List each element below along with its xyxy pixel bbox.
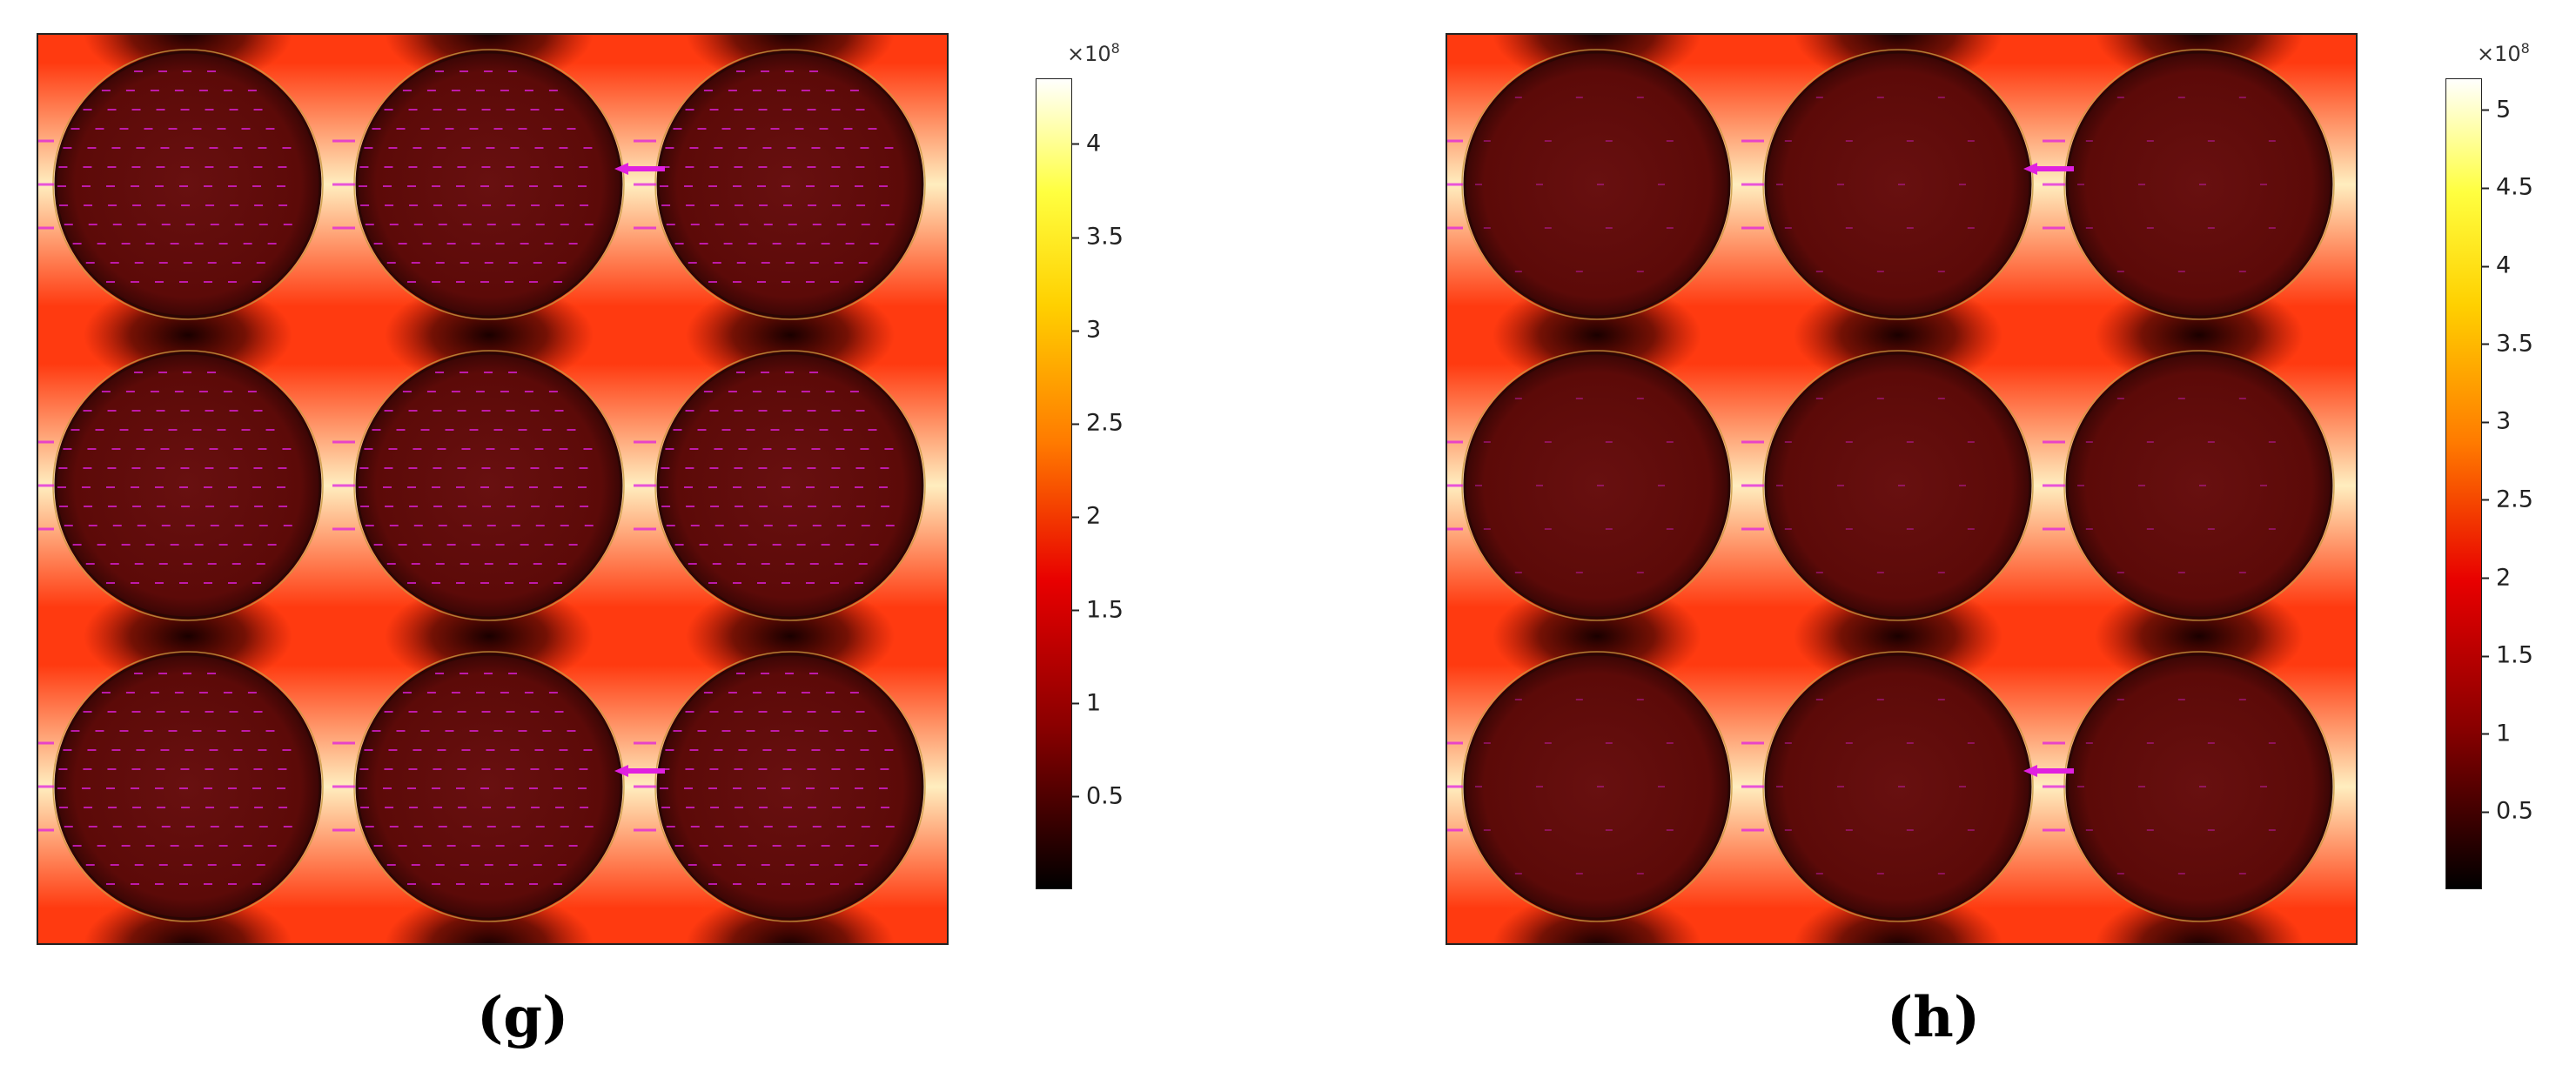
colorbar-tick-label: 5 <box>2482 96 2511 123</box>
colorbar-tick-label: 2 <box>1072 503 1101 530</box>
colorbar-tick-label: 4 <box>2482 252 2511 279</box>
particle <box>2065 653 2333 921</box>
field-map-svg-h <box>1446 33 2358 945</box>
field-map-svg-g <box>37 33 949 945</box>
colorbar-tick-label: 1.5 <box>2482 642 2533 669</box>
particle <box>1764 352 2032 620</box>
particle <box>1764 50 2032 318</box>
colorbar-tick-label: 0.5 <box>1072 782 1124 809</box>
colorbar-multiplier-g: ×108 <box>1067 40 1120 66</box>
particle <box>656 50 924 318</box>
colorbar-tick-label: 4 <box>1072 130 1101 157</box>
colorbar-tick-label: 1 <box>2482 720 2511 747</box>
colorbar-tick-label: 3 <box>1072 317 1101 344</box>
colorbar-tick-label: 1.5 <box>1072 596 1124 623</box>
colorbar-g <box>1035 77 1073 890</box>
particle <box>54 50 322 318</box>
particle <box>1463 653 1731 921</box>
particle <box>1764 653 2032 921</box>
field-map-g <box>37 33 949 945</box>
field-map-h <box>1446 33 2358 945</box>
colorbar-h <box>2445 77 2483 890</box>
panel-caption-g: (g) <box>477 985 569 1050</box>
colorbar-tick-label: 3.5 <box>1072 224 1124 251</box>
field-arrows <box>1446 97 2276 874</box>
particle <box>355 352 623 620</box>
colorbar-gradient <box>1035 77 1073 890</box>
particle <box>1463 50 1731 318</box>
particle <box>2065 352 2333 620</box>
particle <box>355 653 623 921</box>
colorbar-tick-label: 0.5 <box>2482 798 2533 825</box>
colorbar-tick-label: 1 <box>1072 689 1101 716</box>
colorbar-gradient <box>2445 77 2483 890</box>
particle <box>656 352 924 620</box>
colorbar-multiplier-h: ×108 <box>2477 40 2530 66</box>
colorbar-tick-label: 2.5 <box>2482 486 2533 513</box>
colorbar-tick-label: 3 <box>2482 408 2511 435</box>
particle <box>54 653 322 921</box>
field-arrows <box>37 70 895 885</box>
colorbar-tick-label: 2.5 <box>1072 410 1124 437</box>
particle <box>2065 50 2333 318</box>
colorbar-tick-label: 2 <box>2482 564 2511 591</box>
panel-caption-h: (h) <box>1887 985 1981 1050</box>
particle <box>54 352 322 620</box>
colorbar-tick-label: 3.5 <box>2482 330 2533 357</box>
particle <box>355 50 623 318</box>
particle <box>1463 352 1731 620</box>
particle <box>656 653 924 921</box>
colorbar-tick-label: 4.5 <box>2482 174 2533 201</box>
